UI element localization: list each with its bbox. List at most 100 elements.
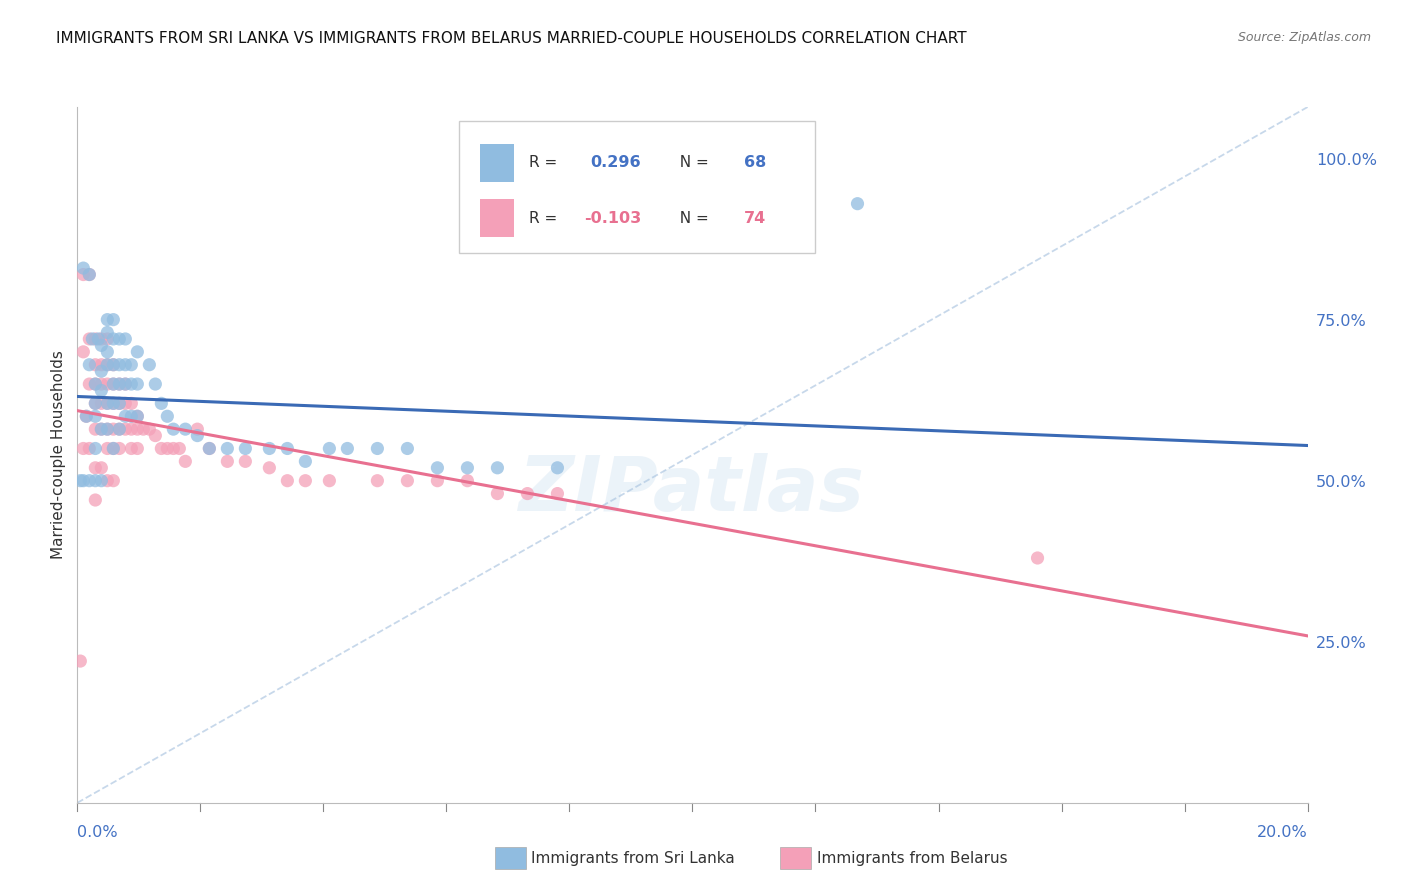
Point: [127, 409, 149, 424]
Point: [1386, 622, 1406, 636]
Point: [486, 486, 509, 500]
Point: [90, 422, 112, 436]
Text: Immigrants from Belarus: Immigrants from Belarus: [817, 851, 1008, 865]
Point: [174, 454, 197, 468]
Point: [186, 428, 208, 442]
Text: N =: N =: [671, 211, 714, 226]
Point: [84, 493, 107, 508]
Point: [96, 377, 118, 392]
FancyBboxPatch shape: [479, 199, 515, 237]
Point: [120, 396, 142, 410]
Point: [84, 377, 107, 392]
Point: [69, 474, 91, 488]
Point: [90, 358, 112, 372]
Point: [114, 332, 136, 346]
Text: -0.103: -0.103: [585, 211, 641, 226]
Point: [120, 377, 142, 392]
Point: [79, 474, 101, 488]
Point: [426, 474, 449, 488]
Point: [108, 442, 131, 456]
Point: [169, 442, 191, 456]
Text: 20.0%: 20.0%: [1257, 825, 1308, 840]
Point: [96, 312, 118, 326]
Point: [276, 474, 298, 488]
Point: [96, 422, 118, 436]
FancyBboxPatch shape: [479, 144, 515, 182]
Point: [96, 442, 118, 456]
Point: [103, 396, 125, 410]
Point: [114, 409, 136, 424]
Point: [103, 358, 125, 372]
Point: [150, 442, 173, 456]
Point: [114, 396, 136, 410]
Point: [456, 474, 478, 488]
Point: [174, 422, 197, 436]
Point: [114, 377, 136, 392]
Point: [96, 332, 118, 346]
Point: [120, 442, 142, 456]
Point: [79, 332, 101, 346]
Point: [426, 460, 449, 475]
Text: ZIPatlas: ZIPatlas: [519, 453, 866, 526]
Point: [84, 332, 107, 346]
Point: [84, 409, 107, 424]
Point: [103, 442, 125, 456]
Point: [84, 396, 107, 410]
Point: [75, 409, 97, 424]
Point: [108, 422, 131, 436]
Point: [82, 332, 104, 346]
Point: [96, 396, 118, 410]
Point: [138, 358, 160, 372]
Point: [143, 428, 166, 442]
Point: [103, 332, 125, 346]
Point: [103, 474, 125, 488]
Point: [114, 358, 136, 372]
Point: [486, 460, 509, 475]
Point: [103, 312, 125, 326]
Point: [396, 474, 419, 488]
Point: [84, 358, 107, 372]
Point: [72, 268, 94, 282]
Point: [84, 442, 107, 456]
Text: R =: R =: [529, 155, 562, 170]
Point: [120, 409, 142, 424]
Point: [198, 442, 221, 456]
Point: [108, 358, 131, 372]
Text: IMMIGRANTS FROM SRI LANKA VS IMMIGRANTS FROM BELARUS MARRIED-COUPLE HOUSEHOLDS C: IMMIGRANTS FROM SRI LANKA VS IMMIGRANTS …: [56, 31, 967, 46]
Point: [318, 442, 340, 456]
Point: [90, 377, 112, 392]
Point: [259, 442, 281, 456]
Point: [96, 358, 118, 372]
Point: [259, 460, 281, 475]
Point: [96, 474, 118, 488]
Point: [108, 332, 131, 346]
Point: [108, 396, 131, 410]
Point: [235, 442, 257, 456]
Point: [108, 377, 131, 392]
Text: Immigrants from Sri Lanka: Immigrants from Sri Lanka: [531, 851, 735, 865]
Point: [90, 332, 112, 346]
Point: [103, 377, 125, 392]
Text: N =: N =: [671, 155, 714, 170]
Point: [96, 326, 118, 340]
Point: [79, 358, 101, 372]
Point: [127, 377, 149, 392]
Point: [90, 460, 112, 475]
Point: [90, 338, 112, 352]
Point: [90, 422, 112, 436]
Text: Source: ZipAtlas.com: Source: ZipAtlas.com: [1237, 31, 1371, 45]
Point: [75, 409, 97, 424]
Point: [90, 364, 112, 378]
Point: [84, 474, 107, 488]
Point: [546, 460, 568, 475]
Point: [96, 344, 118, 359]
FancyBboxPatch shape: [458, 121, 815, 253]
Point: [114, 422, 136, 436]
Point: [84, 396, 107, 410]
Point: [276, 442, 298, 456]
Point: [162, 422, 184, 436]
Point: [156, 442, 179, 456]
Point: [516, 486, 538, 500]
Text: 0.0%: 0.0%: [77, 825, 118, 840]
Point: [72, 344, 94, 359]
